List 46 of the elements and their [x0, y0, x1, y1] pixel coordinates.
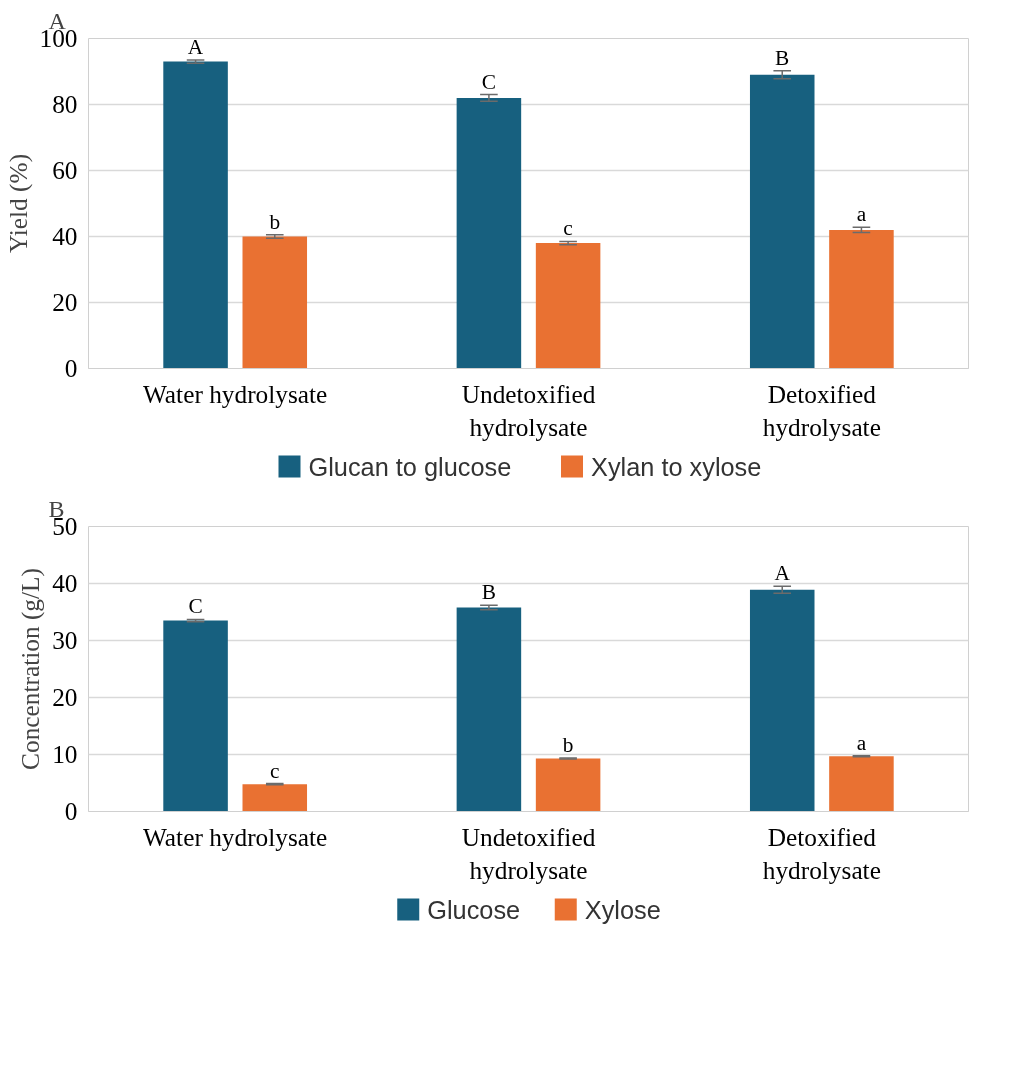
x-tick-label: Undetoxified hydrolysate	[461, 822, 596, 885]
y-tick-label: 80	[52, 90, 78, 118]
annotation: A	[187, 34, 204, 59]
annotation: C	[188, 594, 203, 619]
annotation: B	[481, 580, 497, 605]
x-tick-label: Detoxified hydrolysate	[762, 379, 881, 442]
y-tick-label: 40	[52, 222, 78, 250]
annotation: B	[775, 45, 790, 70]
bar	[242, 784, 308, 812]
bar	[829, 229, 894, 369]
y-axis-title: Yield (%)	[3, 153, 33, 254]
annotation: c	[270, 758, 280, 783]
bar	[242, 236, 308, 369]
annotation: b	[562, 732, 574, 757]
y-tick-label: 60	[52, 156, 78, 184]
annotation: a	[856, 730, 867, 755]
y-tick-label: 30	[52, 626, 78, 654]
y-tick-label: 0	[64, 354, 78, 382]
legend-label: Glucose	[427, 895, 521, 924]
bar	[749, 589, 815, 812]
legend-label: Xylose	[584, 895, 661, 924]
bar	[535, 243, 601, 369]
x-tick-label: Undetoxified hydrolysate	[461, 379, 596, 442]
annotation: C	[481, 69, 497, 94]
annotation: a	[856, 202, 867, 227]
bar	[456, 97, 522, 369]
y-tick-label: 0	[64, 797, 78, 825]
y-axis-title: Concentration (g/L)	[16, 568, 46, 770]
annotation: c	[563, 216, 573, 241]
bar	[829, 756, 894, 812]
annotation: A	[774, 561, 791, 586]
y-tick-label: 40	[52, 569, 78, 597]
x-tick-label: Water hydrolysate	[143, 379, 328, 408]
x-tick-label: Detoxified hydrolysate	[762, 822, 881, 885]
annotation: b	[269, 209, 281, 234]
bar	[456, 607, 522, 812]
y-tick-label: 10	[52, 740, 78, 768]
bar	[535, 758, 601, 812]
bar	[163, 61, 228, 369]
y-tick-label: 20	[52, 683, 78, 711]
legend-label: Xylan to xylose	[591, 452, 762, 481]
x-tick-label: Water hydrolysate	[143, 822, 328, 851]
y-tick-label: 20	[52, 288, 78, 316]
bar	[749, 74, 815, 369]
legend-label: Glucan to glucose	[308, 452, 512, 481]
bar	[163, 620, 228, 812]
